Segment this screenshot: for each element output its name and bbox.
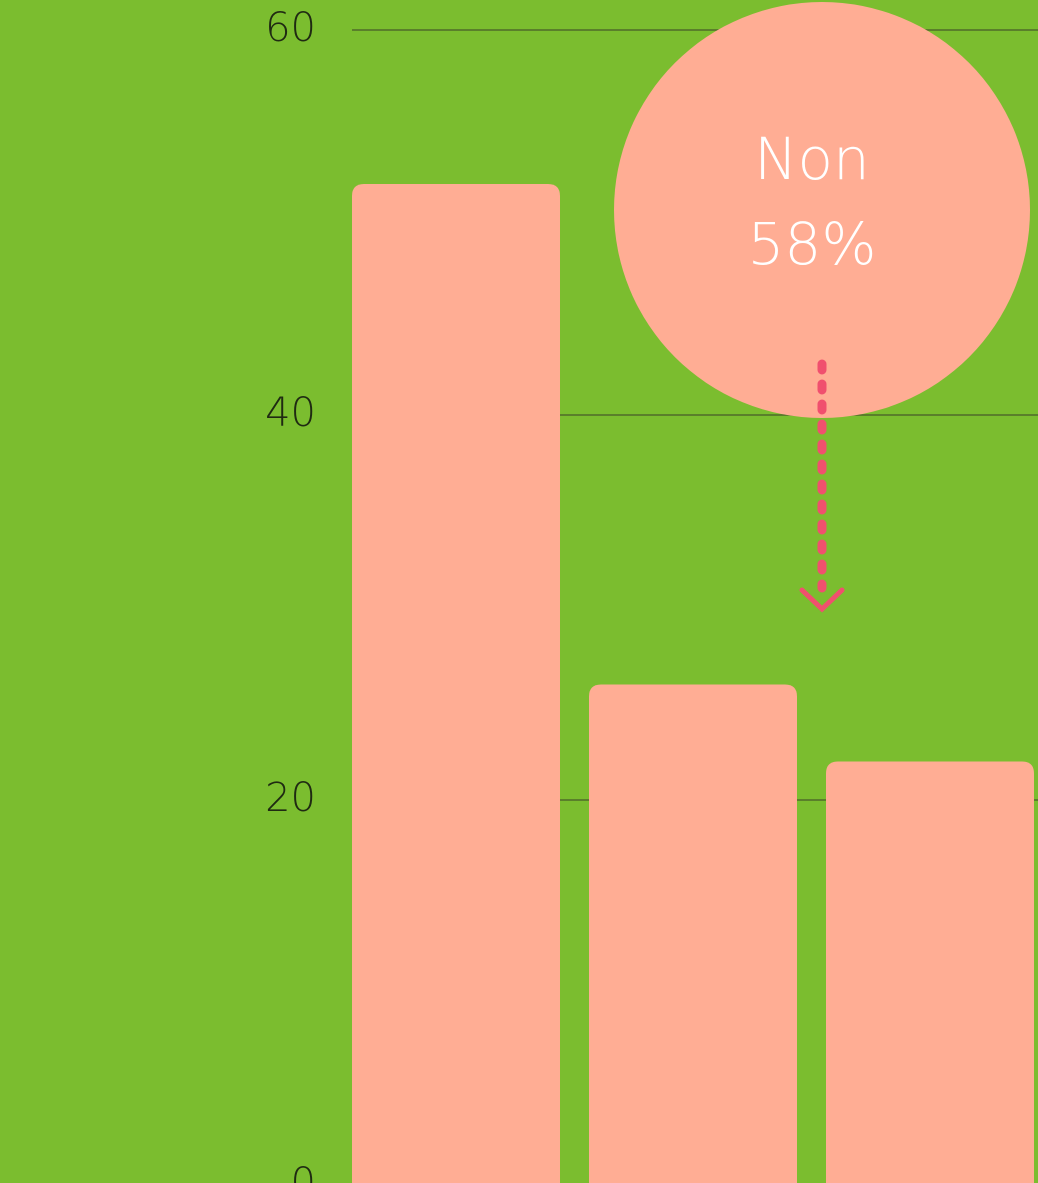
bar xyxy=(352,184,560,1183)
annotation-bubble xyxy=(614,2,1030,418)
annotation-label: Non xyxy=(754,125,870,193)
y-axis: 0 20 40 60 xyxy=(265,5,316,1183)
y-tick-label: 20 xyxy=(265,775,316,821)
bars xyxy=(352,184,1034,1183)
arrow-head xyxy=(799,587,845,613)
bar xyxy=(826,761,1034,1183)
y-tick-label: 0 xyxy=(291,1160,316,1183)
y-tick-label: 40 xyxy=(265,390,316,436)
annotation-value: 58% xyxy=(748,210,877,278)
bar xyxy=(589,684,797,1183)
y-tick-label: 60 xyxy=(265,5,316,51)
